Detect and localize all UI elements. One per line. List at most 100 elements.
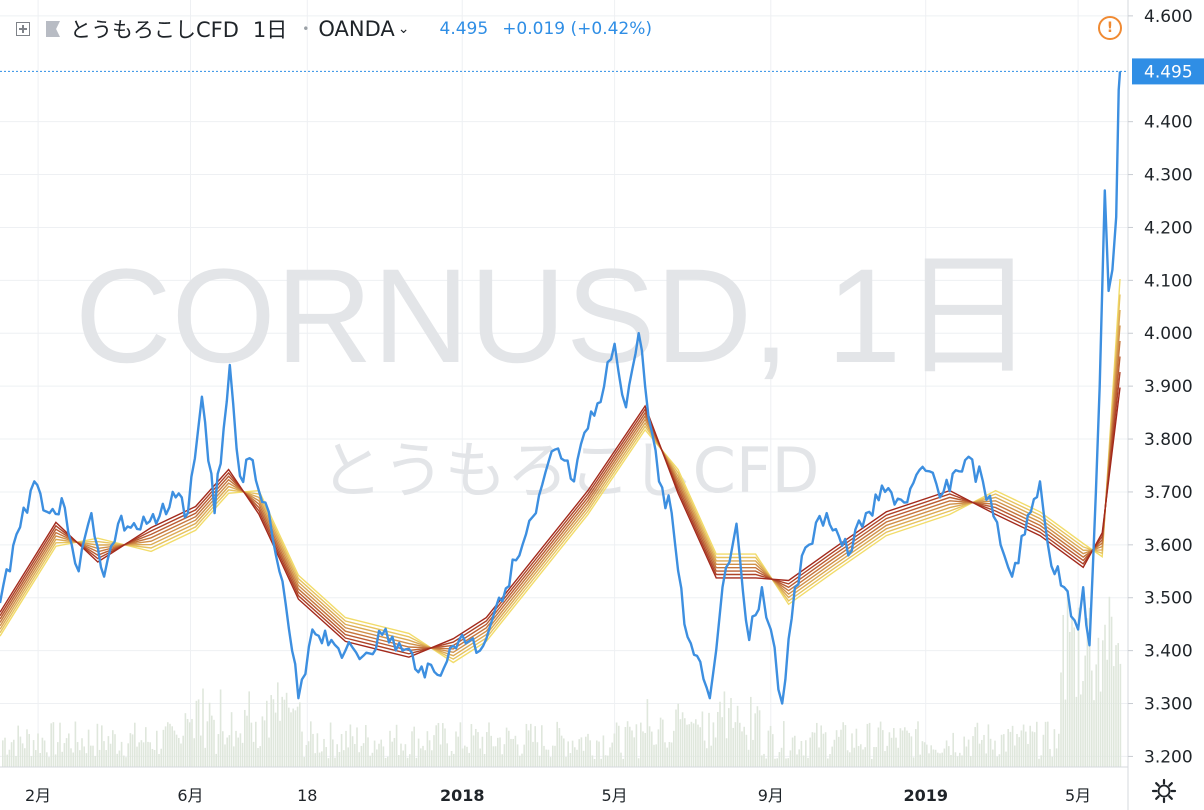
volume-bar <box>202 688 204 767</box>
y-tick-label: 3.600 <box>1144 536 1193 556</box>
volume-bar <box>1075 696 1078 767</box>
volume-bar <box>1110 616 1113 767</box>
volume-bar <box>937 752 939 767</box>
volume-bar <box>811 732 814 767</box>
volume-bar <box>259 746 261 767</box>
volume-bar <box>868 722 871 767</box>
volume-bar <box>866 723 869 767</box>
volume-bar <box>695 719 697 767</box>
volume-bar <box>171 726 173 767</box>
x-tick-label: 2019 <box>903 786 948 805</box>
volume-bar <box>79 750 81 767</box>
volume-bar <box>378 743 380 767</box>
volume-bar <box>712 722 715 767</box>
volume-bar <box>849 752 851 767</box>
volume-bar <box>688 724 690 767</box>
volume-bar <box>417 738 420 767</box>
volume-bar <box>516 744 519 767</box>
volume-bar <box>978 743 981 767</box>
watermark: CORNUSD, 1日 とうもろこしCFD <box>75 242 1035 507</box>
x-tick-label: 2月 <box>25 786 51 805</box>
x-tick-label: 6月 <box>177 786 203 805</box>
volume-bar <box>681 712 684 767</box>
volume-bar <box>512 738 514 767</box>
volume-bar <box>1117 643 1119 767</box>
volume-bar <box>323 738 325 767</box>
volume-bar <box>433 735 435 767</box>
chevron-down-icon[interactable]: ⌄ <box>397 21 410 37</box>
volume-bar <box>466 746 468 767</box>
volume-bar <box>1031 731 1034 767</box>
volume-bar <box>600 758 602 767</box>
volume-bar <box>186 718 189 767</box>
symbol-name[interactable]: とうもろこしCFD <box>70 18 239 42</box>
volume-bar <box>877 727 880 767</box>
volume-bar <box>633 737 635 767</box>
volume-bar <box>404 744 407 767</box>
volume-bar <box>1084 655 1086 767</box>
volume-bar <box>873 747 875 767</box>
volume-bar <box>87 729 90 767</box>
exclamation-circle-icon[interactable]: ! <box>1098 16 1122 40</box>
volume-bar <box>453 753 455 767</box>
volume-bar <box>765 758 767 767</box>
volume-bar <box>292 708 294 767</box>
volume-bar <box>248 691 250 767</box>
volume-bar <box>239 733 242 767</box>
plus-square-icon[interactable] <box>16 22 30 36</box>
volume-bar <box>530 723 532 767</box>
volume-bar <box>70 748 72 767</box>
volume-bar <box>1044 721 1047 767</box>
volume-bar <box>791 737 794 767</box>
volume-bar <box>296 706 299 767</box>
volume-bar <box>851 733 853 767</box>
timeframe[interactable]: 1日 <box>252 18 288 42</box>
volume-bar <box>686 724 688 767</box>
ribbon-line <box>0 340 1121 650</box>
volume-bar <box>1033 732 1036 767</box>
volume-bar <box>963 736 965 767</box>
volume-bar <box>215 753 217 767</box>
volume-bar <box>6 754 8 767</box>
volume-bar <box>147 741 149 767</box>
price-axis: 4.600 4.400 4.300 4.200 4.100 4.000 3.900 3.800… <box>1127 0 1204 810</box>
volume-bar <box>307 741 310 767</box>
ribbon-line <box>0 356 1121 652</box>
volume-bar <box>21 743 24 767</box>
volume-bar <box>684 718 686 767</box>
flag-icon[interactable] <box>46 21 60 37</box>
volume-bar <box>184 713 187 767</box>
volume-bar <box>455 731 457 767</box>
volume-bar <box>85 753 88 767</box>
volume-bar <box>411 731 413 767</box>
volume-bar <box>1047 721 1049 767</box>
volume-bar <box>226 737 228 767</box>
volume-bar <box>153 750 156 767</box>
volume-bar <box>974 727 976 767</box>
volume-bar <box>142 742 145 767</box>
volume-bar <box>74 721 77 767</box>
volume-bar <box>871 758 873 767</box>
volume-bar <box>1000 734 1003 767</box>
volume-bar <box>565 757 567 767</box>
gear-icon[interactable] <box>1150 777 1178 805</box>
volume-bar <box>758 710 761 767</box>
volume-bar <box>1038 758 1040 767</box>
volume-bar <box>162 729 165 767</box>
data-source[interactable]: OANDA <box>318 17 395 41</box>
volume-bar <box>846 750 849 767</box>
volume-bar <box>257 748 259 767</box>
volume-bar <box>780 747 783 767</box>
volume-bar <box>114 734 116 767</box>
y-tick-label: 3.700 <box>1144 483 1193 503</box>
volume-bar <box>875 747 877 767</box>
volume-bar <box>653 744 655 767</box>
volume-bar <box>965 746 968 767</box>
volume-bar <box>1073 627 1075 767</box>
volume-bar <box>479 748 481 767</box>
volume-bar <box>642 731 644 767</box>
volume-bar <box>481 736 484 767</box>
volume-bar <box>998 754 1001 767</box>
volume-bar <box>233 746 235 767</box>
